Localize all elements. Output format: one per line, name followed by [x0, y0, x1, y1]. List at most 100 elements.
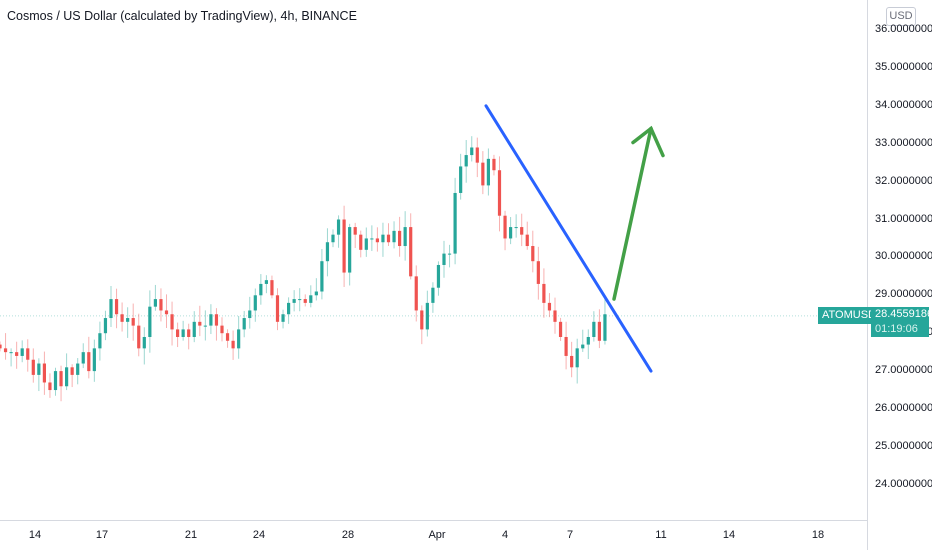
candle-body — [181, 329, 185, 337]
candle-body — [26, 348, 30, 360]
candle-body — [153, 299, 157, 307]
candle-body — [98, 333, 102, 349]
candle-body — [442, 253, 446, 265]
candle-body — [386, 234, 391, 243]
candle-body — [503, 215, 507, 239]
candle-body — [298, 299, 302, 301]
time-tick-label: 18 — [811, 529, 825, 541]
candle-body — [575, 348, 579, 368]
candle-body — [281, 314, 285, 322]
candle-body — [314, 291, 318, 296]
candle-body — [464, 155, 468, 167]
candle-body — [592, 321, 596, 337]
price-tick-label: 35.0000000 — [875, 60, 932, 73]
price-tick-label: 31.0000000 — [875, 212, 932, 225]
price-tick-label: 33.0000000 — [875, 136, 932, 149]
candle-body — [547, 302, 552, 311]
candle-body — [287, 302, 291, 315]
candle-body — [126, 318, 130, 322]
candle-body — [586, 336, 590, 345]
candle-body — [242, 318, 246, 330]
candle-body — [20, 348, 24, 356]
time-tick-label: 14 — [722, 529, 736, 541]
candle-body — [81, 352, 85, 364]
candle-body — [470, 147, 474, 156]
price-tick-label: 26.0000000 — [875, 402, 932, 414]
candle-body — [275, 295, 280, 322]
candle-body — [48, 382, 52, 391]
candle-body — [514, 227, 518, 229]
candles-group — [0, 136, 607, 402]
chart-title: Cosmos / US Dollar (calculated by Tradin… — [7, 9, 357, 23]
candle-body — [436, 264, 441, 288]
candle-body — [103, 318, 108, 334]
candle-body — [9, 352, 13, 354]
candle-body — [414, 276, 418, 311]
candle-body — [303, 299, 307, 303]
price-tick-label: 34.0000000 — [875, 98, 932, 111]
candle-body — [603, 314, 607, 341]
candle-body — [375, 238, 379, 243]
candle-body — [3, 348, 8, 353]
price-axis-border — [867, 0, 868, 550]
time-tick-label: Apr — [428, 529, 446, 541]
candle-body — [42, 363, 46, 383]
candle-body — [348, 227, 352, 273]
candle-body — [164, 310, 169, 315]
price-tick-label: 36.0000000 — [875, 23, 932, 35]
candle-body — [148, 306, 152, 337]
candle-body — [353, 227, 357, 235]
candle-body — [142, 336, 146, 349]
candle-body — [403, 227, 407, 247]
candle-body — [475, 147, 479, 163]
candle-body — [209, 314, 213, 326]
candle-body — [409, 227, 413, 277]
time-tick-label: 11 — [655, 529, 667, 541]
candle-body — [292, 299, 296, 303]
candle-body — [87, 352, 91, 372]
price-tick-label: 25.0000000 — [875, 439, 932, 452]
candle-body — [364, 238, 368, 250]
candle-body — [270, 280, 274, 296]
time-axis-border — [0, 520, 868, 521]
candle-body — [248, 310, 252, 319]
candle-body — [331, 234, 335, 243]
candle-body — [320, 261, 324, 292]
candle-body — [203, 325, 207, 327]
candle-body — [425, 302, 429, 330]
candle-body — [131, 318, 135, 326]
candle-body — [237, 329, 241, 349]
candle-body — [170, 314, 174, 330]
candle-body — [59, 371, 63, 387]
candle-body — [542, 283, 546, 303]
candlestick-chart[interactable] — [0, 0, 868, 520]
last-price-box: 28.4559186 01:19:06 — [871, 307, 932, 337]
candle-body — [259, 283, 263, 296]
price-tick-label: 30.0000000 — [875, 250, 932, 263]
candle-body — [486, 158, 490, 186]
candle-body — [176, 329, 180, 337]
candle-body — [53, 371, 58, 391]
candle-body — [192, 321, 196, 337]
time-tick-label: 7 — [566, 529, 574, 541]
price-tick-label: 27.0000000 — [875, 364, 932, 377]
candle-body — [398, 230, 402, 247]
candle-body — [109, 299, 113, 319]
candle-body — [37, 363, 41, 375]
candle-body — [481, 162, 485, 186]
candle-body — [309, 295, 313, 303]
time-tick-label: 14 — [28, 529, 42, 541]
candle-body — [214, 314, 219, 326]
bar-countdown: 01:19:06 — [875, 323, 918, 335]
candle-body — [459, 166, 463, 193]
price-tick-label: 32.0000000 — [875, 174, 932, 187]
time-tick-label: 4 — [501, 529, 509, 541]
candle-body — [336, 219, 341, 235]
candle-body — [564, 336, 568, 356]
candle-body — [92, 348, 96, 372]
candle-body — [220, 325, 224, 334]
time-tick-label: 17 — [95, 529, 109, 541]
arrow-shaft — [612, 126, 653, 301]
candle-body — [520, 227, 524, 235]
currency-badge[interactable]: USD — [886, 7, 916, 26]
